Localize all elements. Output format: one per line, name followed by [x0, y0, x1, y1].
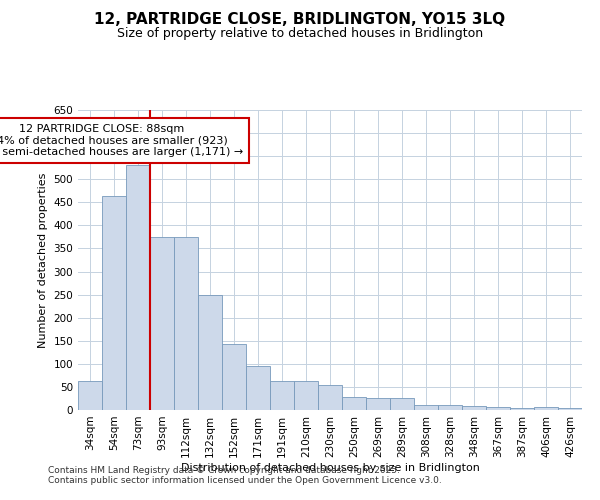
- Bar: [414, 405, 438, 410]
- Bar: [78, 382, 102, 410]
- Bar: [462, 406, 486, 410]
- Text: Contains HM Land Registry data © Crown copyright and database right 2025.
Contai: Contains HM Land Registry data © Crown c…: [48, 466, 442, 485]
- Text: 12 PARTRIDGE CLOSE: 88sqm
← 44% of detached houses are smaller (923)
55% of semi: 12 PARTRIDGE CLOSE: 88sqm ← 44% of detac…: [0, 124, 244, 157]
- X-axis label: Distribution of detached houses by size in Bridlington: Distribution of detached houses by size …: [181, 462, 479, 472]
- Bar: [318, 384, 342, 410]
- Bar: [366, 398, 390, 410]
- Text: Size of property relative to detached houses in Bridlington: Size of property relative to detached ho…: [117, 28, 483, 40]
- Bar: [270, 381, 294, 410]
- Bar: [486, 407, 510, 410]
- Bar: [222, 344, 246, 410]
- Bar: [342, 397, 366, 410]
- Bar: [126, 166, 150, 410]
- Bar: [246, 366, 270, 410]
- Bar: [174, 237, 198, 410]
- Bar: [534, 407, 558, 410]
- Bar: [510, 408, 534, 410]
- Bar: [438, 405, 462, 410]
- Y-axis label: Number of detached properties: Number of detached properties: [38, 172, 48, 348]
- Bar: [150, 237, 174, 410]
- Bar: [102, 196, 126, 410]
- Text: 12, PARTRIDGE CLOSE, BRIDLINGTON, YO15 3LQ: 12, PARTRIDGE CLOSE, BRIDLINGTON, YO15 3…: [94, 12, 506, 28]
- Bar: [558, 408, 582, 410]
- Bar: [390, 398, 414, 410]
- Bar: [294, 381, 318, 410]
- Bar: [198, 294, 222, 410]
